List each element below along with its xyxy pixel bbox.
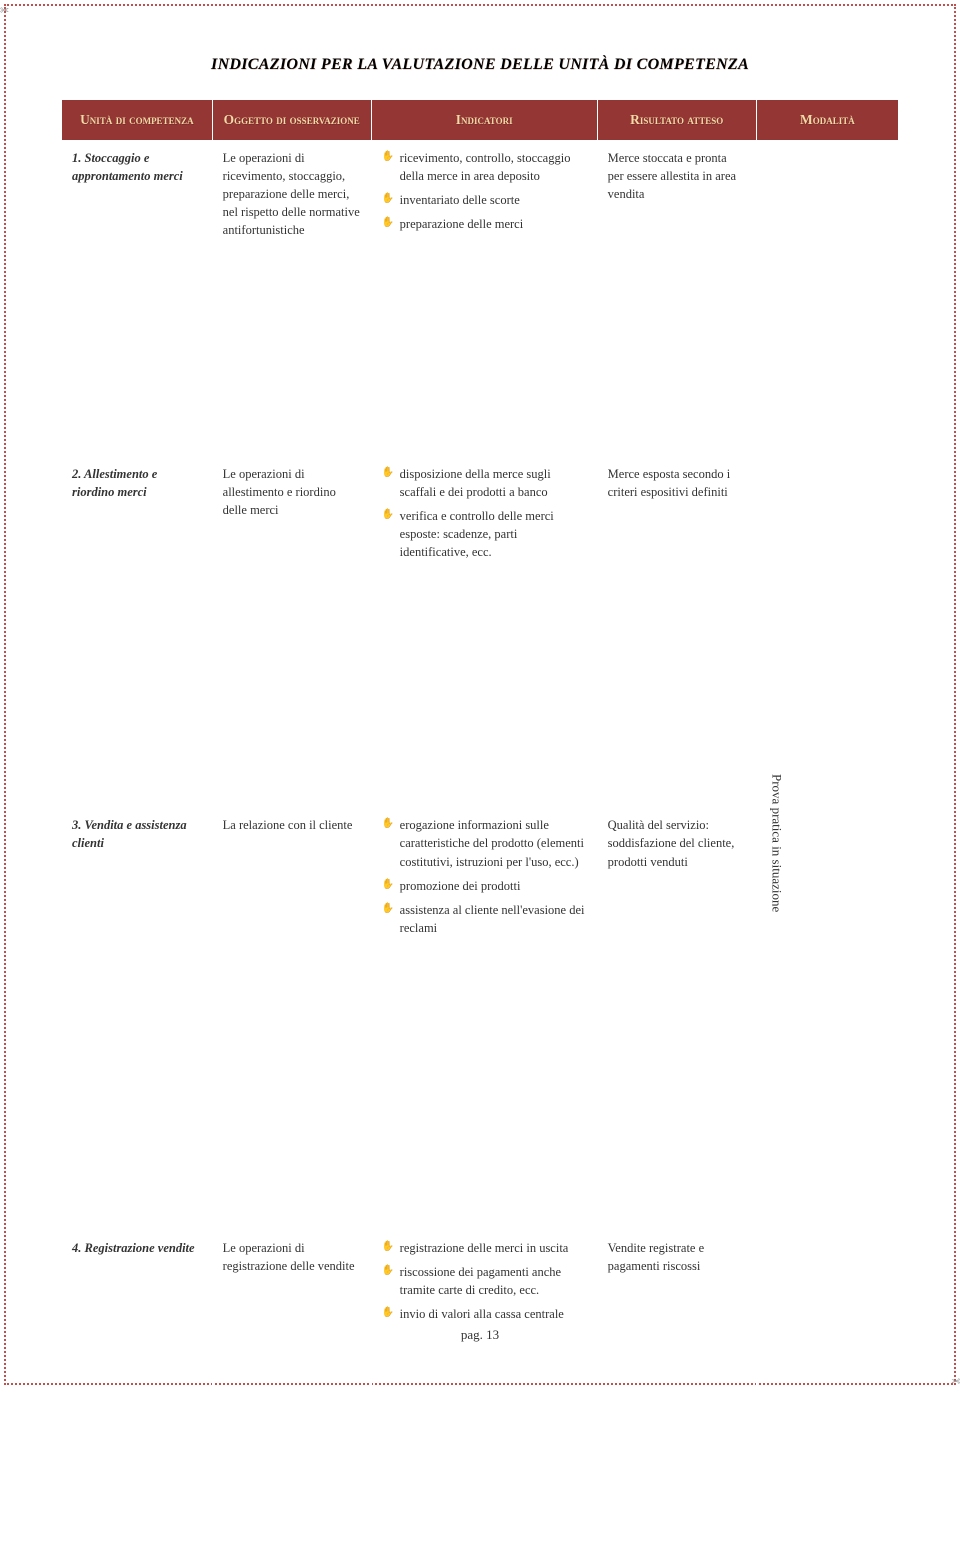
page-title: INDICAZIONI PER LA VALUTAZIONE DELLE UNI…	[61, 56, 899, 74]
scissor-icon: ✂	[951, 1374, 960, 1387]
cell-risultato: Merce stoccata e pronta per essere alles…	[597, 140, 756, 456]
cell-unita: 3. Vendita e assistenza clienti	[62, 808, 213, 1230]
header-risultato: Risultato atteso	[597, 100, 756, 141]
header-oggetto: Oggetto di osservazione	[212, 100, 371, 141]
header-unita: Unità di competenza	[62, 100, 213, 141]
scissor-icon: ✂	[0, 4, 9, 17]
cell-unita: 1. Stoccaggio e approntamento merci	[62, 140, 213, 456]
indicator-item: preparazione delle merci	[382, 215, 587, 233]
indicator-item: promozione dei prodotti	[382, 877, 587, 895]
cell-oggetto: Le operazioni di ricevimento, stoccaggio…	[212, 140, 371, 456]
indicator-item: inventariato delle scorte	[382, 191, 587, 209]
cell-risultato: Qualità del servizio: soddisfazione del …	[597, 808, 756, 1230]
header-modalita: Modalità	[756, 100, 898, 141]
cell-oggetto: Le operazioni di registrazione delle ven…	[212, 1230, 371, 1546]
cell-unita: 2. Allestimento e riordino merci	[62, 456, 213, 808]
indicator-item: verifica e controllo delle merci esposte…	[382, 507, 587, 561]
cell-indicatori: disposizione della merce sugli scaffali …	[371, 456, 597, 808]
page-border: ✂ ✂ INDICAZIONI PER LA VALUTAZIONE DELLE…	[4, 4, 956, 1385]
cell-unita: 4. Registrazione vendite	[62, 1230, 213, 1546]
page-number: pag. 13	[6, 1327, 954, 1343]
indicator-item: registrazione delle merci in uscita	[382, 1239, 587, 1257]
indicator-item: assistenza al cliente nell'evasione dei …	[382, 901, 587, 937]
cell-indicatori: erogazione informazioni sulle caratteris…	[371, 808, 597, 1230]
cell-indicatori: registrazione delle merci in uscita risc…	[371, 1230, 597, 1546]
cell-oggetto: La relazione con il cliente	[212, 808, 371, 1230]
cell-indicatori: ricevimento, controllo, stoccaggio della…	[371, 140, 597, 456]
cell-risultato: Vendite registrate e pagamenti riscossi	[597, 1230, 756, 1546]
indicator-item: riscossione dei pagamenti anche tramite …	[382, 1263, 587, 1299]
table-row: 1. Stoccaggio e approntamento merci Le o…	[62, 140, 899, 456]
cell-risultato: Merce esposta secondo i criteri espositi…	[597, 456, 756, 808]
cell-oggetto: Le operazioni di allestimento e riordino…	[212, 456, 371, 808]
header-indicatori: Indicatori	[371, 100, 597, 141]
table-header-row: Unità di competenza Oggetto di osservazi…	[62, 100, 899, 141]
indicator-item: erogazione informazioni sulle caratteris…	[382, 816, 587, 870]
indicator-item: ricevimento, controllo, stoccaggio della…	[382, 149, 587, 185]
indicator-item: invio di valori alla cassa centrale	[382, 1305, 587, 1323]
indicator-item: disposizione della merce sugli scaffali …	[382, 465, 587, 501]
